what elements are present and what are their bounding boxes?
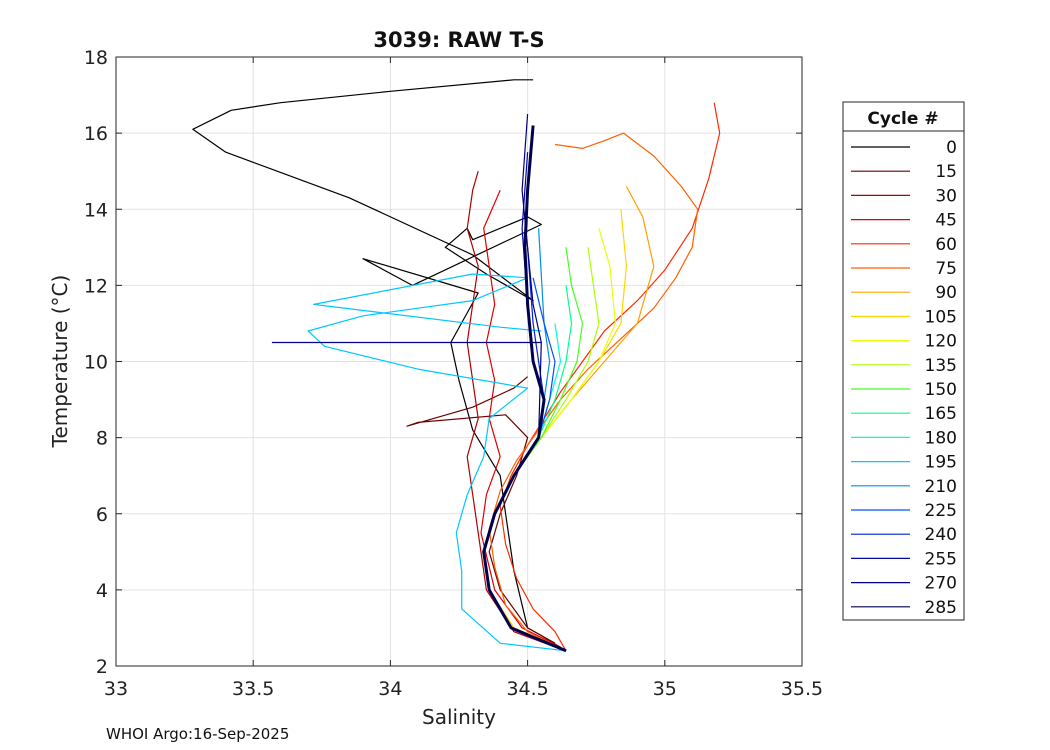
legend: Cycle # 0 15 30 45 60 75 90 105 120 135 150 165 180 1… xyxy=(842,101,965,621)
legend-label-cycle-225: 225 xyxy=(925,501,957,521)
series-line-cycle-75 xyxy=(488,132,699,652)
legend-label-cycle-75: 75 xyxy=(935,259,957,279)
legend-label-cycle-90: 90 xyxy=(935,283,957,303)
legend-label-cycle-270: 270 xyxy=(925,574,957,594)
footnote: WHOI Argo:16-Sep-2025 xyxy=(106,725,290,743)
y-tick-label: 16 xyxy=(84,123,108,145)
series-layer xyxy=(192,79,721,653)
x-tick-label: 33.5 xyxy=(232,678,274,700)
legend-label-cycle-180: 180 xyxy=(925,428,957,448)
legend-label-cycle-240: 240 xyxy=(925,525,957,545)
legend-label-cycle-30: 30 xyxy=(935,186,957,206)
y-tick-label: 18 xyxy=(84,47,108,69)
y-tick-label: 2 xyxy=(96,656,108,678)
legend-label-cycle-150: 150 xyxy=(925,380,957,400)
x-tick-label: 34.5 xyxy=(506,678,548,700)
x-tick-label: 35.5 xyxy=(781,678,823,700)
axis-ticks: 33 33.5 34 34.5 35 35.5 2 4 6 8 10 12 14 16 18 xyxy=(84,47,823,700)
x-tick-label: 34 xyxy=(378,678,402,700)
series-line-cycle-30 xyxy=(466,171,556,648)
y-axis-label: Temperature (°C) xyxy=(48,275,72,449)
series-line-cycle-195 xyxy=(307,273,567,652)
y-tick-label: 10 xyxy=(84,352,108,374)
x-tick-label: 35 xyxy=(653,678,677,700)
legend-label-cycle-120: 120 xyxy=(925,332,957,352)
legend-label-cycle-255: 255 xyxy=(925,549,957,569)
x-tick-label: 33 xyxy=(104,678,128,700)
legend-label-cycle-135: 135 xyxy=(925,356,957,376)
legend-label-cycle-45: 45 xyxy=(935,211,957,231)
legend-label-cycle-105: 105 xyxy=(925,307,957,327)
series-line-cycle-285 xyxy=(482,125,567,653)
legend-title: Cycle # xyxy=(867,109,938,129)
y-tick-label: 8 xyxy=(96,428,108,450)
legend-label-cycle-210: 210 xyxy=(925,477,957,497)
x-axis-label: Salinity xyxy=(422,705,496,729)
chart-title: 3039: RAW T-S xyxy=(373,28,544,52)
legend-label-cycle-60: 60 xyxy=(935,235,957,255)
legend-label-cycle-165: 165 xyxy=(925,404,957,424)
legend-label-cycle-285: 285 xyxy=(925,598,957,618)
legend-label-cycle-15: 15 xyxy=(935,162,957,182)
legend-label-cycle-195: 195 xyxy=(925,453,957,473)
series-line-cycle-15 xyxy=(406,376,556,644)
legend-label-cycle-0: 0 xyxy=(946,138,957,158)
y-tick-label: 12 xyxy=(84,275,108,297)
y-tick-label: 14 xyxy=(84,199,108,221)
y-tick-label: 4 xyxy=(96,580,108,602)
y-tick-label: 6 xyxy=(96,504,108,526)
